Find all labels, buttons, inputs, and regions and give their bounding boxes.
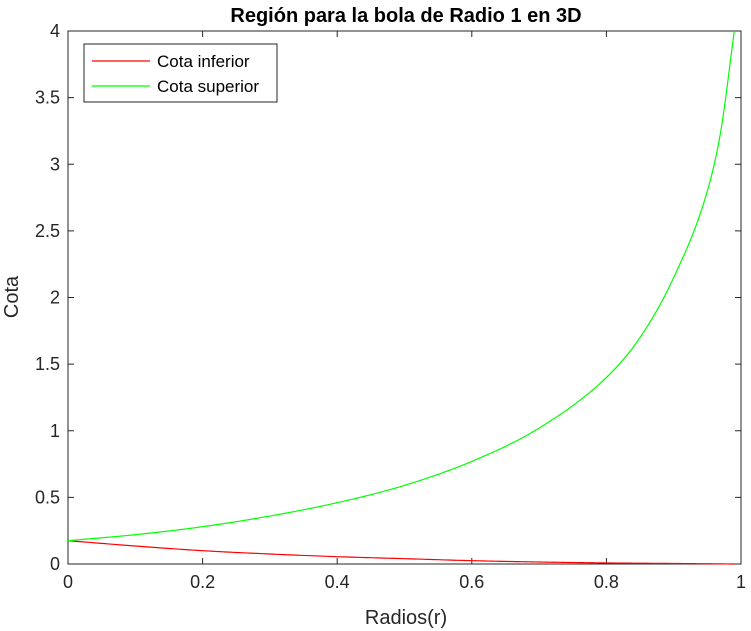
legend-label-cota-inferior: Cota inferior: [157, 52, 250, 71]
y-axis-label: Cota: [1, 275, 23, 318]
y-tick-label: 0.5: [35, 487, 60, 507]
x-tick-label: 1: [736, 572, 746, 592]
plot-axes: 0 0.2 0.4 0.6 0.8 1 0 0.5 1 1.5 2 2.5 3 3.5 4: [35, 21, 746, 592]
x-axis-label: Radios(r): [365, 607, 447, 629]
y-tick-label: 2: [50, 288, 60, 308]
series-line-cota-inferior: [67, 540, 735, 565]
x-tick-label: 0: [63, 572, 73, 592]
x-tick-label: 0.4: [325, 572, 350, 592]
legend: Cota inferior Cota superior: [83, 43, 278, 103]
axis-ticks: 0 0.2 0.4 0.6 0.8 1 0 0.5 1 1.5 2 2.5 3 3.5 4: [35, 21, 746, 592]
y-tick-label: 2.5: [35, 221, 60, 241]
plot-area: [67, 30, 742, 565]
series-layer: [67, 30, 735, 565]
x-tick-label: 0.6: [459, 572, 484, 592]
y-tick-label: 0: [50, 554, 60, 574]
x-tick-label: 0.2: [190, 572, 215, 592]
y-tick-label: 4: [50, 21, 60, 41]
legend-label-cota-superior: Cota superior: [157, 77, 259, 96]
legend-box: [83, 43, 278, 103]
x-tick-label: 0.8: [594, 572, 619, 592]
y-tick-label: 1.5: [35, 354, 60, 374]
y-tick-label: 1: [50, 421, 60, 441]
y-tick-label: 3.5: [35, 88, 60, 108]
y-tick-label: 3: [50, 154, 60, 174]
chart-title: Región para la bola de Radio 1 en 3D: [230, 5, 581, 27]
series-line-cota-superior: [67, 30, 735, 542]
